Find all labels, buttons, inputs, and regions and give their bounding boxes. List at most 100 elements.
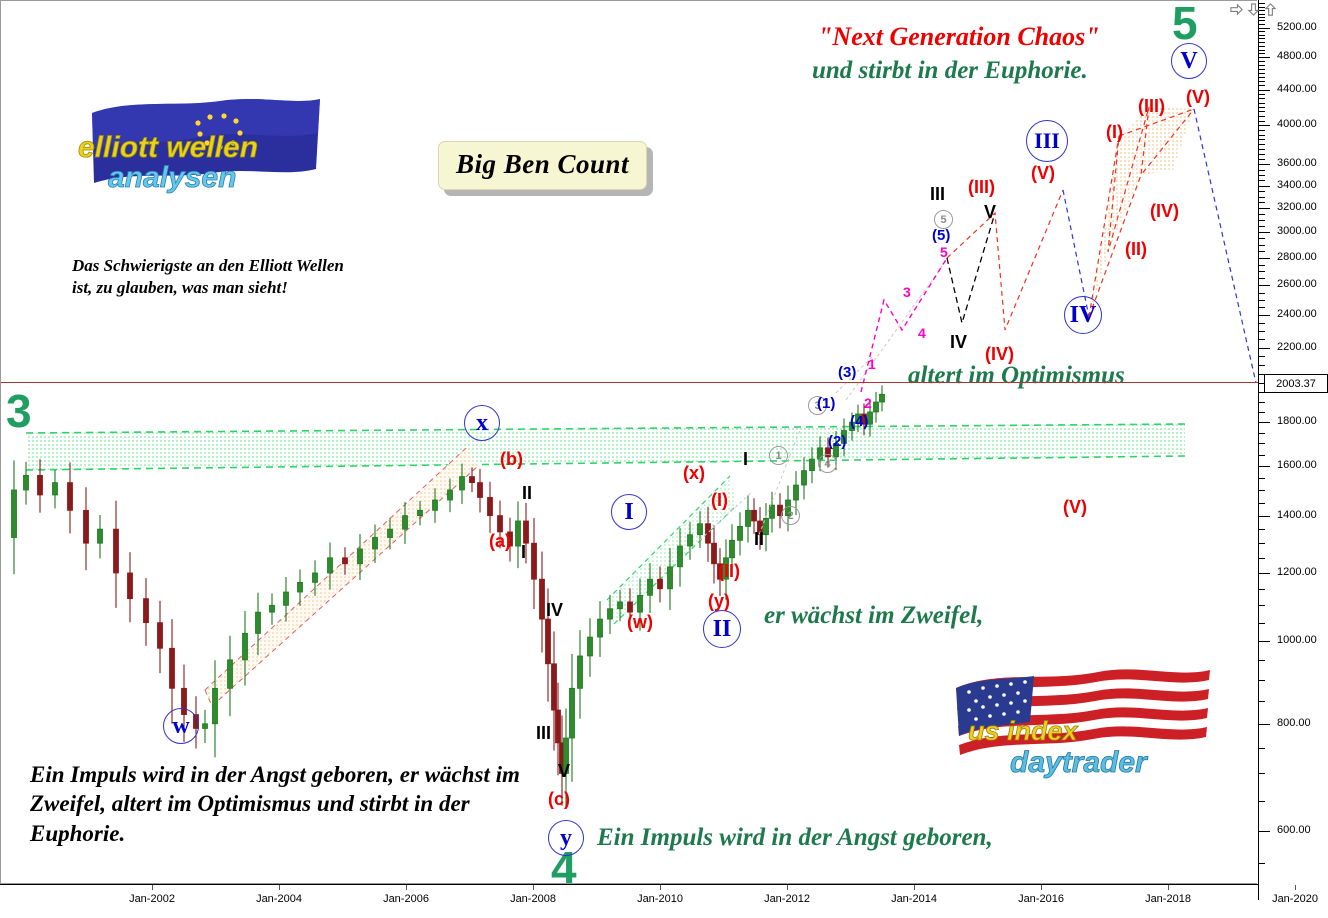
price-minor-tick [1259, 111, 1265, 113]
price-minor-tick [1259, 53, 1265, 55]
price-minor-tick [1259, 45, 1265, 47]
time-tick-mark [1041, 885, 1042, 890]
wave-label-red-red-w: (w) [627, 612, 653, 632]
time-tick-label: Jan-2004 [256, 893, 302, 905]
price-minor-tick [1259, 432, 1265, 434]
time-tick-label: Jan-2008 [510, 893, 556, 905]
time-tick-label: Jan-2006 [383, 893, 429, 905]
wave-label-black-blk-I2: I [743, 449, 749, 469]
price-minor-tick [1259, 264, 1265, 266]
time-tick-mark [1168, 885, 1169, 890]
wave-label-gray-gray-2: 2 [781, 506, 800, 525]
price-tick-label: 3600.00 [1277, 157, 1317, 170]
elliott-wellen-analysen-logo: elliott wellen analysen [70, 95, 332, 215]
price-tick-label: 600.00 [1277, 823, 1311, 836]
wave-label-gray-gray-1: 1 [769, 446, 788, 465]
price-minor-tick [1259, 679, 1265, 681]
price-minor-tick [1259, 93, 1265, 95]
time-tick-label: Jan-2020 [1272, 893, 1318, 905]
wave-label-blue-bl-3: (3) [838, 364, 857, 381]
price-minor-tick [1259, 232, 1265, 234]
wave-label-circled-circ-V: V [1171, 43, 1207, 79]
price-minor-tick [1259, 89, 1265, 91]
wave-label-red-red-V-1: (V) [1031, 163, 1055, 183]
wave-label-circled-circ-III: III [1026, 120, 1068, 162]
price-minor-tick [1259, 701, 1265, 703]
price-minor-tick [1259, 244, 1265, 246]
price-minor-tick [1259, 801, 1265, 802]
price-tick-label: 3400.00 [1277, 178, 1317, 191]
wave-label-black-blk-II2: II [754, 529, 765, 549]
price-minor-tick [1259, 315, 1265, 317]
price-minor-tick [1259, 339, 1265, 341]
price-tick-label: 1200.00 [1277, 565, 1317, 578]
price-minor-tick [1259, 373, 1265, 375]
price-minor-tick [1259, 20, 1265, 22]
quote-top-left: Das Schwierigste an den Elliott Wellen i… [72, 256, 344, 297]
price-minor-tick [1259, 307, 1265, 309]
wave-label-blue-bl-1: (1) [817, 395, 836, 412]
time-tick-mark [279, 885, 280, 890]
wave-label-circled-circ-x: x [464, 405, 500, 441]
time-axis[interactable]: Jan-2002 Jan-2004 Jan-2006 Jan-2008 Jan-2010… [0, 884, 1318, 918]
price-tick-label: 1000.00 [1277, 633, 1317, 646]
price-minor-tick [1259, 34, 1265, 36]
price-tick-label: 2400.00 [1277, 308, 1317, 321]
price-minor-tick [1259, 49, 1265, 51]
price-minor-tick [1259, 347, 1265, 349]
price-axis[interactable]: 5200.00 4800.00 4400.00 4000.00 3600.00 3400.… [1258, 0, 1328, 900]
price-minor-tick [1259, 42, 1265, 44]
price-minor-tick [1259, 169, 1265, 171]
price-minor-tick [1259, 180, 1265, 182]
arrow-right-icon[interactable] [1229, 2, 1244, 17]
wave-label-magenta-mg-3: 3 [903, 284, 911, 300]
time-tick-mark [914, 885, 915, 890]
arrow-down-icon[interactable] [1246, 2, 1261, 17]
price-minor-tick [1259, 271, 1265, 273]
price-minor-tick [1259, 251, 1265, 253]
logo-text-daytrader: daytrader [1010, 746, 1149, 779]
projection-blue-down [1062, 189, 1090, 318]
price-minor-tick [1259, 465, 1265, 467]
price-minor-tick [1259, 149, 1265, 151]
price-minor-tick [1259, 174, 1265, 176]
wave-label-gray-gray-5: 5 [934, 210, 953, 229]
price-tick-label: 1600.00 [1277, 458, 1317, 471]
price-minor-tick [1259, 38, 1265, 40]
price-minor-tick [1259, 863, 1265, 865]
price-minor-tick [1259, 226, 1265, 227]
price-minor-tick [1259, 98, 1265, 100]
arrow-up-icon[interactable] [1263, 2, 1278, 17]
price-minor-tick [1259, 392, 1265, 394]
projection-blue-final-decline [1193, 108, 1257, 384]
wave-label-black-blk-III2: III [930, 184, 946, 204]
price-minor-tick [1259, 382, 1265, 384]
price-minor-tick [1259, 191, 1265, 193]
price-minor-tick [1259, 364, 1265, 366]
price-minor-tick [1259, 659, 1265, 661]
price-minor-tick [1259, 120, 1265, 122]
price-minor-tick [1259, 102, 1265, 104]
wave-label-red-red-V3: (V) [1186, 87, 1210, 107]
wave-label-red-red-I2: (I) [1106, 122, 1123, 142]
price-minor-tick [1259, 73, 1265, 75]
last-price-badge: 2003.37 [1264, 374, 1328, 394]
last-price-line [0, 382, 1258, 384]
price-minor-tick [1259, 144, 1265, 146]
price-tick-label: 800.00 [1277, 716, 1311, 729]
price-minor-tick [1259, 454, 1265, 456]
magenta-subwave-projection [860, 257, 948, 393]
price-minor-tick [1259, 557, 1265, 559]
price-minor-tick [1259, 502, 1265, 504]
price-minor-tick [1259, 69, 1265, 71]
price-minor-tick [1259, 572, 1265, 574]
price-minor-tick [1259, 185, 1265, 187]
price-tick-label: 2200.00 [1277, 340, 1317, 353]
annotation-zweifel: er wächst im Zweifel, [764, 602, 984, 629]
price-minor-tick [1259, 605, 1265, 607]
price-minor-tick [1259, 3, 1265, 5]
wave-label-magenta-mg-5: 5 [940, 244, 948, 260]
price-minor-tick [1259, 6, 1265, 8]
candlestick-series [11, 385, 885, 809]
price-minor-tick [1259, 723, 1265, 725]
